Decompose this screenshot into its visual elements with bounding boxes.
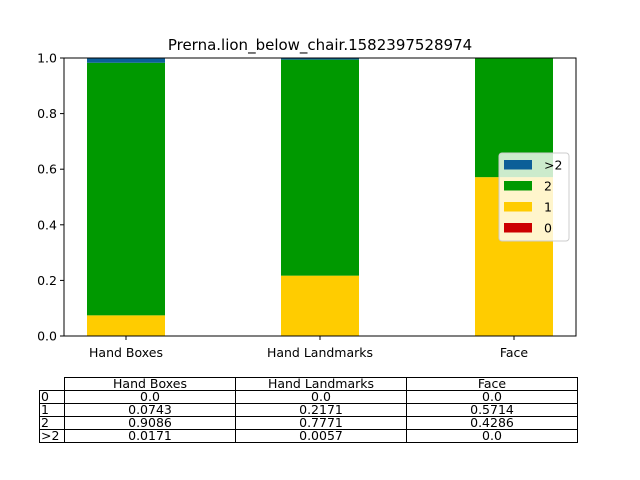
table-cell: 0.0057	[235, 429, 407, 443]
legend-label: 1	[544, 200, 552, 215]
table-header-row: Hand Boxes Hand Landmarks Face	[40, 377, 578, 391]
x-axis: Hand Boxes Hand Landmarks Face	[89, 336, 528, 360]
legend-swatch	[504, 223, 532, 233]
stacked-bar-chart: Prerna.lion_below_chair.1582397528974 0.…	[37, 36, 577, 360]
y-tick-label: 0.4	[37, 217, 57, 232]
bar-segment	[281, 275, 359, 336]
table-row-label: >2	[39, 429, 65, 443]
table-col-header: Hand Landmarks	[235, 377, 407, 391]
bar-segment	[87, 58, 165, 63]
y-tick-label: 0.6	[37, 162, 57, 177]
y-axis: 0.0 0.2 0.4 0.6 0.8 1.0	[37, 51, 64, 344]
data-table: Hand Boxes Hand Landmarks Face 0 0.0 0.0…	[39, 377, 578, 443]
legend-swatch	[504, 160, 532, 170]
x-tick-label: Hand Boxes	[89, 345, 163, 360]
table-row: >2 0.0171 0.0057 0.0	[39, 429, 578, 443]
legend-label: >2	[544, 158, 562, 173]
y-tick-label: 1.0	[37, 51, 57, 66]
bar-segment	[281, 58, 359, 60]
legend-box	[498, 152, 570, 242]
table-row: 2 0.9086 0.7771 0.4286	[39, 416, 578, 430]
table-col-header: Face	[406, 377, 578, 391]
table-row: 1 0.0743 0.2171 0.5714	[39, 403, 578, 417]
legend-label: 2	[544, 179, 552, 194]
table-cell: 0.0171	[64, 429, 236, 443]
legend-swatch	[504, 181, 532, 191]
table-cell: 0.0743	[64, 403, 236, 417]
y-tick-label: 0.8	[37, 106, 57, 121]
legend: >2 2 1 0	[498, 152, 570, 242]
chart-title: Prerna.lion_below_chair.1582397528974	[168, 36, 472, 55]
x-tick-label: Face	[500, 345, 529, 360]
legend-label: 0	[544, 221, 552, 236]
table-cell: 0.0	[406, 429, 578, 443]
bar-segment	[281, 59, 359, 276]
plot-frame	[63, 57, 577, 337]
y-tick-label: 0.2	[37, 273, 57, 288]
bars-group	[87, 58, 553, 336]
bar-segment	[87, 62, 165, 316]
table-cell: 0.0	[235, 390, 407, 404]
legend-swatch	[504, 202, 532, 212]
y-tick-label: 0.0	[37, 329, 57, 344]
x-tick-label: Hand Landmarks	[267, 345, 373, 360]
bar-segment	[87, 315, 165, 336]
